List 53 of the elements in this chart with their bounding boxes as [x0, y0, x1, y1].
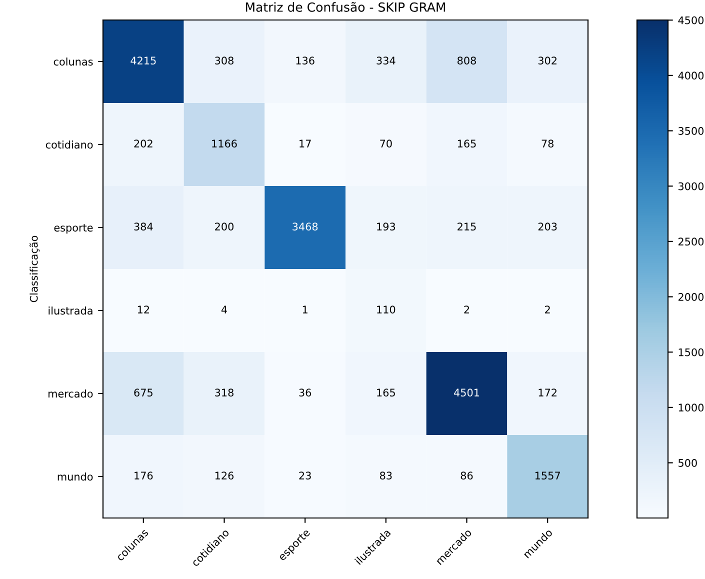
data-label: 12: [138, 306, 149, 314]
color-bar-label: 2500: [678, 238, 704, 246]
data-label: 308: [215, 56, 234, 65]
data-label: 78: [542, 140, 554, 148]
y-tick-label: colunas: [54, 58, 93, 66]
data-label: 302: [538, 56, 556, 65]
data-label: 1: [302, 306, 308, 314]
y-axis-title: Classificação: [30, 236, 40, 302]
data-label: 203: [538, 222, 557, 231]
data-label: 110: [377, 306, 396, 314]
data-label: 2: [545, 306, 550, 314]
data-label: 136: [296, 56, 314, 65]
data-label: 165: [377, 388, 395, 397]
data-label: 4: [221, 306, 227, 314]
data-label: 3468: [292, 222, 318, 231]
data-label: 70: [380, 140, 392, 148]
color-bar-label: 4000: [678, 72, 704, 80]
color-bar-label: 500: [678, 459, 697, 467]
y-tick-label: mercado: [48, 390, 93, 398]
y-tick-label: cotidiano: [46, 140, 93, 149]
data-label: 172: [538, 388, 556, 396]
data-label: 318: [215, 388, 234, 397]
data-label: 200: [215, 222, 234, 231]
y-tick-label: esporte: [54, 224, 93, 234]
data-label: 2: [464, 306, 470, 314]
data-label: 334: [376, 56, 396, 65]
data-label: 4501: [454, 388, 480, 397]
data-label: 808: [458, 56, 476, 65]
data-label: 165: [458, 140, 476, 148]
data-label: 675: [134, 388, 152, 397]
data-label: 176: [134, 472, 153, 480]
data-label: 1557: [535, 472, 560, 480]
data-label: 83: [380, 472, 392, 480]
color-bar-label: 1500: [678, 348, 704, 356]
y-tick-label: mundo: [58, 472, 93, 481]
color-bar-label: 3000: [678, 182, 704, 190]
data-label: 215: [458, 222, 476, 231]
color-bar-label: 4500: [678, 16, 704, 24]
data-label: 17: [300, 140, 311, 148]
color-bar-label: 1000: [678, 404, 704, 412]
data-label: 23: [299, 472, 311, 480]
data-label: 384: [134, 222, 153, 231]
data-label: 36: [299, 388, 312, 397]
data-label: 1166: [212, 140, 237, 148]
color-bar-label: 2000: [678, 293, 704, 301]
data-label: 86: [460, 472, 473, 480]
data-label: 193: [377, 222, 396, 231]
data-label: 126: [215, 472, 234, 480]
color-bar-label: 3500: [678, 127, 704, 135]
y-tick-label: ilustrada: [48, 306, 92, 315]
data-label: 4215: [130, 56, 156, 65]
chart-title: Matriz de Confusão - SKIP GRAM: [246, 2, 446, 12]
data-label: 202: [134, 140, 152, 148]
